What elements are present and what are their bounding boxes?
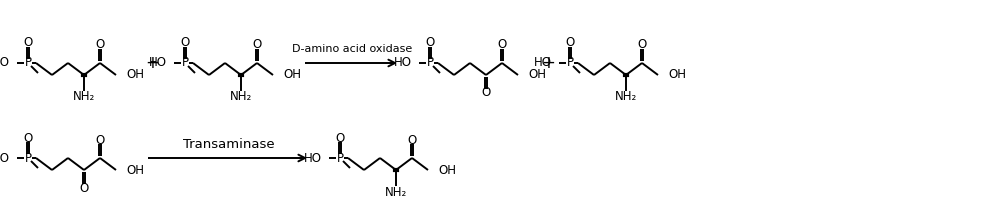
Text: HO: HO — [394, 56, 412, 70]
Text: P: P — [182, 56, 188, 70]
Text: HO: HO — [0, 56, 10, 70]
Text: P: P — [336, 152, 344, 165]
Text: NH₂: NH₂ — [385, 186, 407, 199]
Text: OH: OH — [283, 68, 301, 82]
Text: OH: OH — [126, 164, 144, 177]
Text: +: + — [145, 54, 159, 72]
Text: NH₂: NH₂ — [73, 90, 95, 104]
Text: HO: HO — [534, 56, 552, 70]
Text: HO: HO — [149, 56, 167, 70]
Text: P: P — [426, 56, 434, 70]
Text: HO: HO — [0, 152, 10, 165]
Text: O: O — [481, 87, 491, 99]
Text: O: O — [637, 39, 647, 51]
Text: NH₂: NH₂ — [615, 90, 637, 104]
Text: O: O — [565, 36, 575, 49]
Text: O: O — [335, 131, 345, 145]
Text: P: P — [566, 56, 574, 70]
Text: O: O — [497, 39, 507, 51]
Text: OH: OH — [528, 68, 546, 82]
Text: NH₂: NH₂ — [230, 90, 252, 104]
Text: Transaminase: Transaminase — [183, 138, 275, 150]
Text: P: P — [24, 56, 32, 70]
Text: O: O — [252, 39, 262, 51]
Text: +: + — [541, 54, 555, 72]
Text: P: P — [24, 152, 32, 165]
Text: O: O — [23, 131, 33, 145]
Text: OH: OH — [668, 68, 686, 82]
Text: O: O — [425, 36, 435, 49]
Text: O: O — [95, 133, 105, 146]
Text: OH: OH — [438, 164, 456, 177]
Text: HO: HO — [304, 152, 322, 165]
Text: O: O — [95, 39, 105, 51]
Text: O: O — [180, 36, 190, 49]
Text: O: O — [23, 36, 33, 49]
Text: OH: OH — [126, 68, 144, 82]
Text: O: O — [407, 133, 417, 146]
Text: D-amino acid oxidase: D-amino acid oxidase — [292, 44, 413, 54]
Text: O: O — [79, 182, 89, 194]
